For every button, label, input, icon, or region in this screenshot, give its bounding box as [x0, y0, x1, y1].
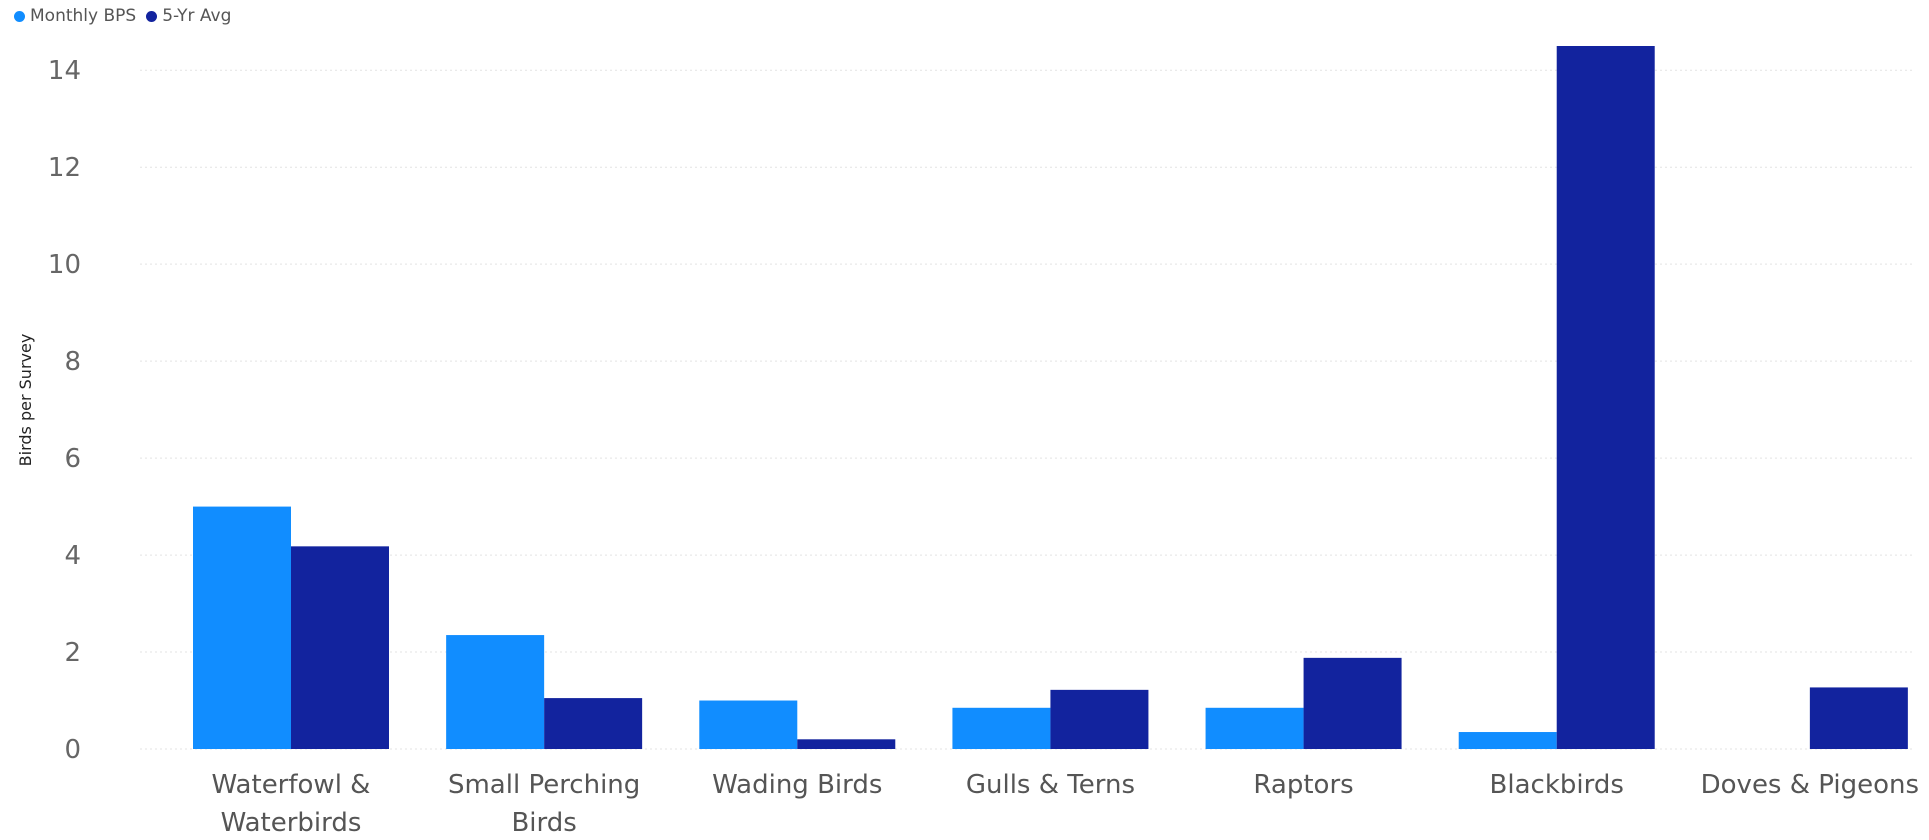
gridlines — [140, 69, 1912, 750]
y-tick-label: 0 — [64, 735, 81, 765]
legend: Monthly BPS 5-Yr Avg — [14, 6, 231, 26]
legend-item-monthly-bps[interactable]: Monthly BPS — [14, 6, 136, 26]
bar-5yr-avg-3[interactable] — [1050, 689, 1149, 749]
bar-5yr-avg-0[interactable] — [291, 546, 389, 749]
bar-monthly-bps-1[interactable] — [446, 635, 545, 749]
y-tick-label: 12 — [48, 153, 81, 183]
x-category-label: Raptors — [1253, 770, 1353, 800]
x-category-label: Doves & Pigeons — [1701, 770, 1919, 800]
y-tick-label: 10 — [48, 250, 81, 280]
y-axis-label: Birds per Survey — [16, 334, 35, 467]
bar-5yr-avg-6[interactable] — [1809, 687, 1908, 749]
x-axis-categories: Waterfowl & Waterbirds Small Perching Birds… — [212, 770, 1920, 838]
y-axis-ticks: 0 2 4 6 8 10 12 14 — [48, 56, 81, 765]
x-category-label: Waterfowl & — [212, 770, 371, 800]
legend-dot-5yr-avg — [146, 10, 158, 22]
bar-5yr-avg-4[interactable] — [1303, 657, 1402, 749]
x-category-label: Gulls & Terns — [966, 770, 1135, 800]
y-tick-label: 4 — [64, 541, 81, 571]
y-tick-label: 2 — [64, 638, 81, 668]
legend-dot-monthly-bps — [14, 10, 25, 22]
x-category-label: Small Perching — [448, 770, 640, 800]
y-tick-label: 8 — [64, 347, 81, 377]
bars — [193, 46, 1908, 749]
bar-monthly-bps-2[interactable] — [699, 700, 798, 749]
y-tick-label: 14 — [48, 56, 81, 86]
x-category-label: Waterbirds — [221, 808, 362, 836]
bar-5yr-avg-2[interactable] — [797, 739, 896, 749]
bar-monthly-bps-4[interactable] — [1205, 707, 1304, 749]
y-tick-label: 6 — [64, 444, 81, 474]
bar-monthly-bps-0[interactable] — [193, 506, 291, 749]
bar-monthly-bps-5[interactable] — [1458, 732, 1557, 749]
x-category-label: Birds — [511, 808, 576, 836]
x-category-label: Blackbirds — [1490, 770, 1624, 800]
bar-5yr-avg-5[interactable] — [1556, 46, 1655, 749]
legend-label-5yr-avg: 5-Yr Avg — [162, 6, 232, 26]
x-category-label: Wading Birds — [712, 770, 882, 800]
bar-monthly-bps-3[interactable] — [952, 707, 1051, 749]
legend-label-monthly-bps: Monthly BPS — [30, 6, 137, 26]
bar-5yr-avg-1[interactable] — [544, 698, 643, 749]
legend-item-5yr-avg[interactable]: 5-Yr Avg — [146, 6, 231, 26]
